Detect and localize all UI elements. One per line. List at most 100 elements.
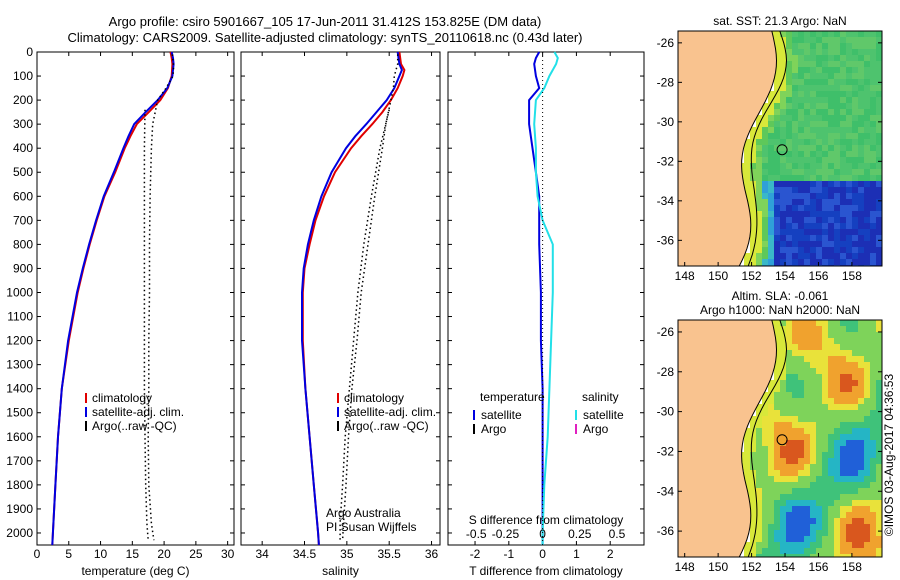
temperature-xtick-label: 0 [34,547,41,561]
temperature-series-argo-raw-qc-2 [143,109,149,541]
map-frame [677,319,883,558]
temperature-legend-label: climatology [92,391,152,405]
depth-tick-label: 0 [26,45,33,59]
lon-tick-label: 156 [808,269,828,283]
lat-tick-label: -28 [657,365,675,379]
salinity-xlabel: salinity [322,564,359,578]
lat-tick-label: -34 [657,484,675,498]
depth-tick-label: 1300 [6,358,33,372]
map-1 [677,30,883,267]
difference-legend-header-salinity: salinity [582,390,619,404]
float-position-marker [776,434,788,446]
lat-tick-label: -36 [657,524,675,538]
salinity-legend-label: satellite-adj. clim. [344,405,436,419]
coastline [738,320,778,557]
map-2 [677,319,883,558]
lat-tick-label: -34 [657,194,675,208]
depth-tick-label: 100 [13,69,33,83]
depth-tick-label: 1000 [6,285,33,299]
salinity-annotation-line-2: PI Susan Wijffels [326,520,416,534]
depth-tick-label: 800 [13,237,33,251]
float-position-marker [776,144,788,156]
shelf-contour [747,320,788,557]
imos-timestamp: ©IMOS 03-Aug-2017 04:36:53 [882,374,896,537]
depth-tick-label: 1800 [6,478,33,492]
depth-tick-label: 1600 [6,430,33,444]
map-frame [677,30,883,267]
depth-tick-label: 300 [13,117,33,131]
salinity-diff-tick-label: -0.5 [466,527,487,541]
temperature-xlabel: temperature (deg C) [81,564,189,578]
difference-legend-label: satellite [481,408,522,422]
lon-tick-label: 148 [675,560,695,574]
depth-tick-label: 200 [13,93,33,107]
depth-tick-label: 1900 [6,502,33,516]
salinity-xtick-label: 35 [340,547,354,561]
salinity-annotation-line-1: Argo Australia [326,506,401,520]
salinity-xtick-label: 35.5 [378,547,402,561]
lat-tick-label: -26 [657,325,675,339]
land-mass [678,320,777,557]
chart-title-line-2: Climatology: CARS2009. Satellite-adjuste… [67,30,583,45]
salinity-series-satellite-adj-clim- [301,51,403,546]
lon-tick-label: 158 [842,560,862,574]
depth-tick-label: 400 [13,141,33,155]
land-mass [678,31,777,266]
salinity-xtick-label: 34 [255,547,269,561]
lon-tick-label: 152 [742,560,762,574]
temperature-xtick-label: 20 [157,547,171,561]
temperature-xtick-label: 15 [126,547,140,561]
difference-xlabel: T difference from climatology [469,564,623,578]
lat-tick-label: -32 [657,444,675,458]
depth-tick-label: 1500 [6,406,33,420]
lon-tick-label: 154 [775,269,795,283]
difference-legend-label: Argo [481,422,507,436]
difference-xtick-label: -2 [470,547,481,561]
chart-title-line-1: Argo profile: csiro 5901667_105 17-Jun-2… [108,14,542,29]
lon-tick-label: 150 [708,560,728,574]
depth-tick-label: 500 [13,165,33,179]
coastline [738,31,778,266]
difference-xtick-label: 0 [539,547,546,561]
lon-tick-label: 158 [842,269,862,283]
depth-tick-label: 900 [13,261,33,275]
lat-tick-label: -36 [657,233,675,247]
salinity-series-argo-raw-qc-2 [339,109,390,541]
temperature-xtick-label: 25 [189,547,203,561]
depth-tick-label: 1100 [7,310,33,324]
salinity-xtick-label: 36 [425,547,439,561]
lon-tick-label: 150 [708,269,728,283]
depth-tick-label: 600 [13,189,33,203]
shelf-contour [747,31,788,266]
salinity-legend-label: climatology [344,391,404,405]
difference-legend-header-temperature: temperature [480,390,545,404]
depth-tick-label: 700 [13,213,33,227]
lon-tick-label: 152 [742,269,762,283]
difference-xtick-label: 1 [573,547,580,561]
salinity-plot-area [240,51,441,546]
depth-tick-label: 1700 [6,454,33,468]
difference-series-salinity-satellite [533,51,559,545]
lon-tick-label: 154 [775,560,795,574]
lon-tick-label: 156 [808,560,828,574]
difference-xtick-label: -1 [503,547,514,561]
salinity-diff-tick-label: 0 [539,527,546,541]
lat-tick-label: -28 [657,75,675,89]
lat-tick-label: -30 [657,115,675,129]
salinity-diff-tick-label: 0.25 [568,527,592,541]
temperature-plot-area [36,51,235,546]
temperature-legend-label: satellite-adj. clim. [92,405,184,419]
salinity-diff-tick-label: -0.25 [492,527,520,541]
temperature-xtick-label: 10 [94,547,108,561]
lat-tick-label: -26 [657,36,675,50]
salinity-difference-xlabel: S difference from climatology [469,513,624,527]
salinity-xtick-label: 34.5 [293,547,317,561]
difference-legend-label: Argo [583,422,609,436]
salinity-diff-tick-label: 0.5 [609,527,626,541]
lat-tick-label: -32 [657,154,675,168]
difference-legend-label: satellite [583,408,624,422]
map-2-title-line-1: Altim. SLA: -0.061 [732,289,829,303]
salinity-series-argo-raw-qc- [341,54,399,541]
temperature-xtick-label: 30 [221,547,235,561]
